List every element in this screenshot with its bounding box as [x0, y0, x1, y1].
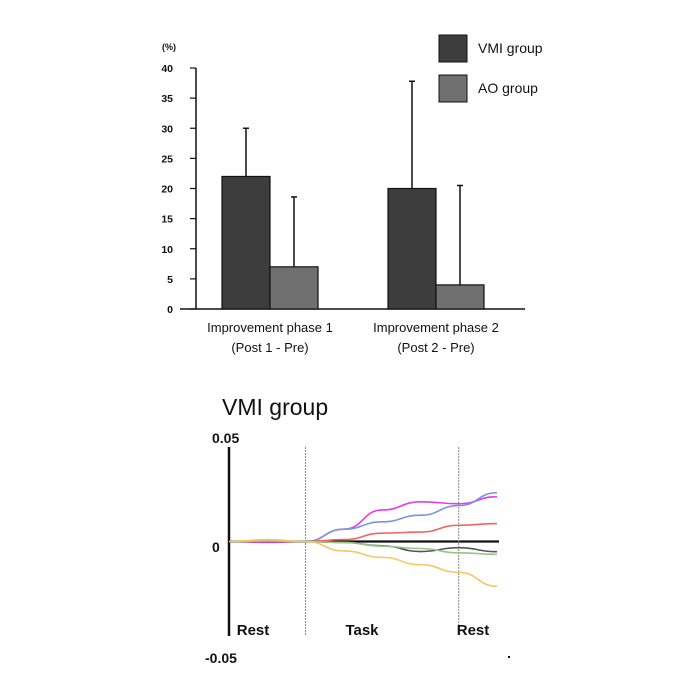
bar-y-tick-label: 10 [161, 244, 173, 256]
bar-y-tick-label: 25 [161, 153, 173, 165]
bar-y-tick-label: 5 [167, 274, 173, 286]
bar-vmi-group [387, 187, 437, 310]
series-line-2 [228, 491, 498, 543]
bar-x-tick-label: Improvement phase 2 [373, 320, 499, 335]
legend-label: VMI group [478, 40, 543, 56]
line-chart-title: VMI group [222, 394, 328, 420]
line-y-tick-label: 0.05 [212, 430, 239, 446]
bar-y-tick-label: 30 [161, 123, 173, 135]
bar-y-tick-label: 20 [161, 184, 173, 196]
dot-mark [508, 656, 510, 658]
phase-label: Task [345, 622, 379, 639]
bar-x-tick-sublabel: (Post 1 - Pre) [231, 340, 308, 355]
bar-y-tick-label: 15 [161, 214, 173, 226]
legend-swatch [438, 74, 468, 103]
series-line-6 [228, 538, 498, 588]
bar-x-tick-label: Improvement phase 1 [207, 320, 333, 335]
phase-label: Rest [457, 622, 490, 639]
line-y-tick-label: -0.05 [205, 650, 237, 666]
phase-label: Rest [237, 622, 270, 639]
bar-vmi-group [221, 175, 271, 310]
bar-x-tick-sublabel: (Post 2 - Pre) [397, 340, 474, 355]
bar-y-tick-label: 40 [161, 63, 173, 75]
bar-ao-group [269, 266, 319, 310]
bar-y-tick-label: 35 [161, 93, 173, 105]
bar-y-unit-label: (%) [162, 42, 176, 52]
legend-label: AO group [478, 80, 538, 96]
legend-swatch [438, 34, 468, 63]
series-line-1 [228, 495, 498, 544]
bar-ao-group [435, 284, 485, 310]
bar-y-tick-label: 0 [167, 304, 173, 316]
line-y-tick-label: 0 [212, 539, 220, 555]
series-line-5 [228, 540, 498, 556]
